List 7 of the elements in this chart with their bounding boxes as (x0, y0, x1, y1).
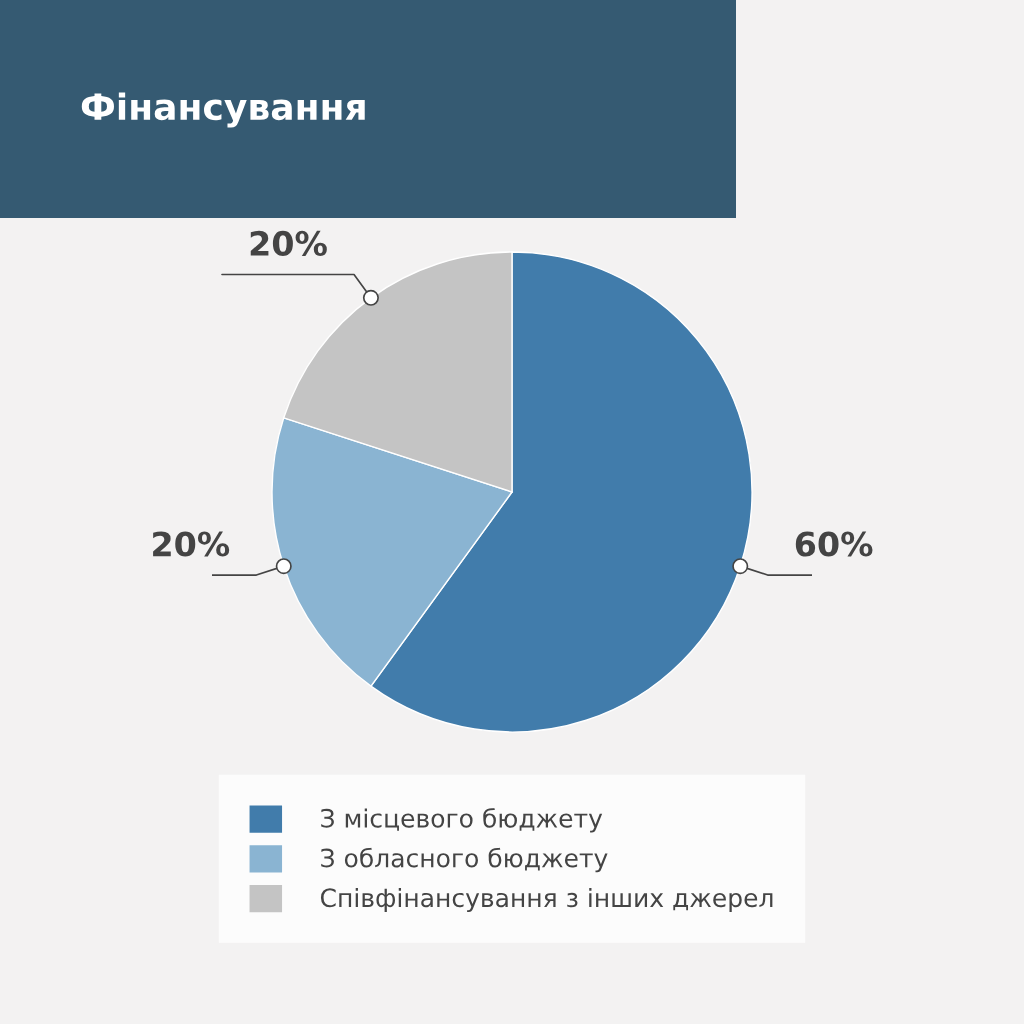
legend-label: З обласного бюджету (321, 847, 608, 873)
data-label: 60% (795, 531, 873, 557)
chart-title: Фінансування (81, 92, 365, 128)
data-label: 20% (250, 230, 327, 257)
legend-label: Співфінансування з інших джерел (320, 887, 773, 913)
legend-label: З місцевого бюджету (321, 807, 603, 833)
data-label: 20% (153, 531, 230, 557)
